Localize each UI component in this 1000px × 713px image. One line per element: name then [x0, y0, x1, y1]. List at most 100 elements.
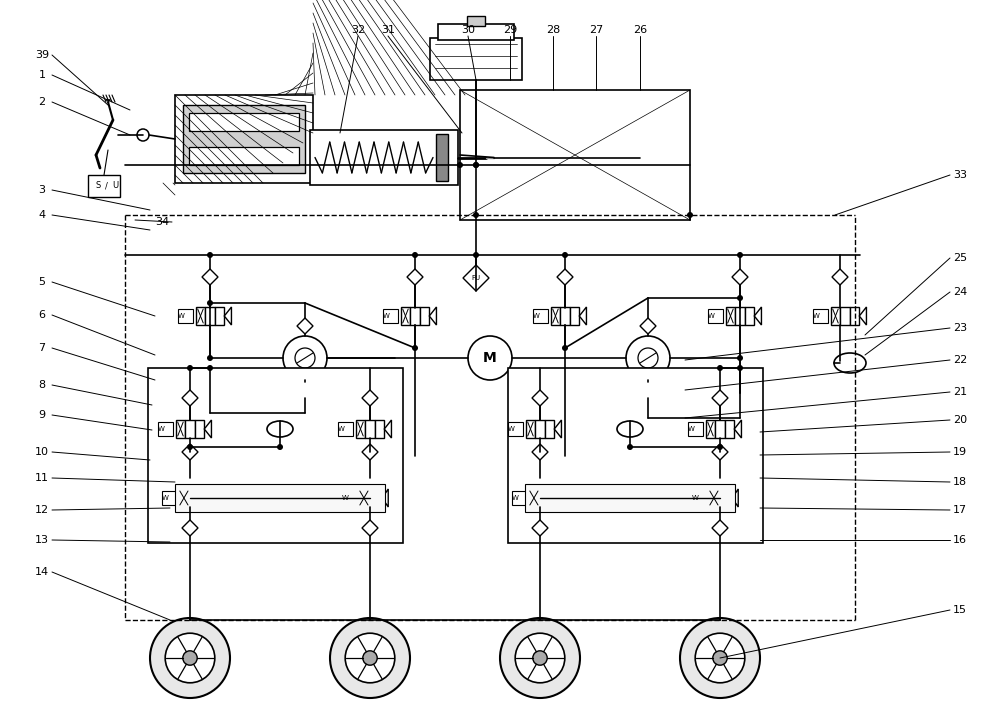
Polygon shape	[532, 390, 548, 406]
Circle shape	[363, 651, 377, 665]
Polygon shape	[557, 269, 573, 285]
Bar	[162, 491, 176, 506]
Text: W: W	[178, 313, 185, 319]
Text: 6: 6	[38, 310, 46, 320]
Bar	[745, 307, 754, 325]
Bar	[735, 307, 745, 325]
Bar	[88, 175, 120, 197]
Circle shape	[638, 348, 658, 368]
Text: FU: FU	[471, 275, 481, 281]
Bar	[358, 489, 370, 507]
Bar	[526, 420, 535, 438]
Bar	[850, 307, 859, 325]
Circle shape	[537, 617, 543, 623]
Circle shape	[412, 252, 418, 258]
Bar	[708, 489, 720, 507]
Circle shape	[737, 252, 743, 258]
Polygon shape	[640, 318, 656, 334]
Bar	[175, 484, 385, 512]
Bar	[460, 90, 690, 220]
Bar	[148, 368, 403, 543]
Circle shape	[717, 444, 723, 450]
Text: 21: 21	[953, 387, 967, 397]
Bar	[383, 309, 398, 323]
Circle shape	[187, 365, 193, 371]
Bar	[560, 307, 570, 325]
Circle shape	[137, 129, 149, 141]
Text: 14: 14	[35, 567, 49, 577]
Text: 32: 32	[351, 25, 365, 35]
Polygon shape	[204, 420, 211, 438]
Text: 11: 11	[35, 473, 49, 483]
Circle shape	[717, 365, 723, 371]
Text: 19: 19	[953, 447, 967, 457]
Circle shape	[537, 617, 543, 623]
Ellipse shape	[834, 353, 866, 373]
Polygon shape	[407, 269, 423, 285]
Bar	[401, 307, 410, 325]
Polygon shape	[224, 307, 231, 325]
Circle shape	[680, 618, 760, 698]
Polygon shape	[382, 489, 388, 507]
Text: 29: 29	[503, 25, 517, 35]
Polygon shape	[532, 520, 548, 536]
Polygon shape	[734, 420, 741, 438]
Polygon shape	[732, 269, 748, 285]
Bar	[185, 420, 195, 438]
Polygon shape	[754, 307, 761, 325]
Bar	[410, 307, 420, 325]
Circle shape	[468, 336, 512, 380]
Circle shape	[737, 355, 743, 361]
Bar	[365, 420, 375, 438]
Circle shape	[165, 633, 215, 683]
Text: 4: 4	[38, 210, 46, 220]
Circle shape	[150, 618, 230, 698]
Text: 10: 10	[35, 447, 49, 457]
Text: W: W	[692, 495, 699, 501]
Circle shape	[183, 651, 197, 665]
Polygon shape	[182, 520, 198, 536]
Bar	[540, 489, 552, 507]
Text: /: /	[105, 182, 107, 190]
Text: 22: 22	[953, 355, 967, 365]
Text: 12: 12	[35, 505, 49, 515]
Circle shape	[717, 617, 723, 623]
Bar	[545, 420, 554, 438]
Text: W: W	[688, 426, 695, 432]
Circle shape	[515, 633, 565, 683]
Bar	[215, 307, 224, 325]
Circle shape	[473, 162, 479, 168]
Text: 2: 2	[38, 97, 46, 107]
Circle shape	[695, 633, 745, 683]
Bar	[375, 420, 384, 438]
Ellipse shape	[617, 421, 643, 437]
Polygon shape	[579, 307, 586, 325]
Circle shape	[412, 345, 418, 351]
Text: W: W	[158, 426, 165, 432]
Bar	[508, 368, 763, 543]
Text: 34: 34	[155, 217, 169, 227]
Text: 25: 25	[953, 253, 967, 263]
Bar	[370, 489, 382, 507]
Bar	[196, 307, 205, 325]
Text: 26: 26	[633, 25, 647, 35]
Text: 3: 3	[38, 185, 46, 195]
Bar	[508, 422, 523, 436]
Circle shape	[187, 444, 193, 450]
Circle shape	[533, 651, 547, 665]
Polygon shape	[297, 318, 313, 334]
Text: 13: 13	[35, 535, 49, 545]
Polygon shape	[297, 382, 313, 398]
Bar	[195, 420, 204, 438]
Text: 9: 9	[38, 410, 46, 420]
Text: 8: 8	[38, 380, 46, 390]
Circle shape	[295, 348, 315, 368]
Circle shape	[207, 365, 213, 371]
Circle shape	[562, 252, 568, 258]
Polygon shape	[552, 489, 558, 507]
Bar	[720, 489, 732, 507]
Circle shape	[473, 252, 479, 258]
Ellipse shape	[267, 421, 293, 437]
Circle shape	[207, 300, 213, 306]
Bar	[189, 113, 299, 131]
